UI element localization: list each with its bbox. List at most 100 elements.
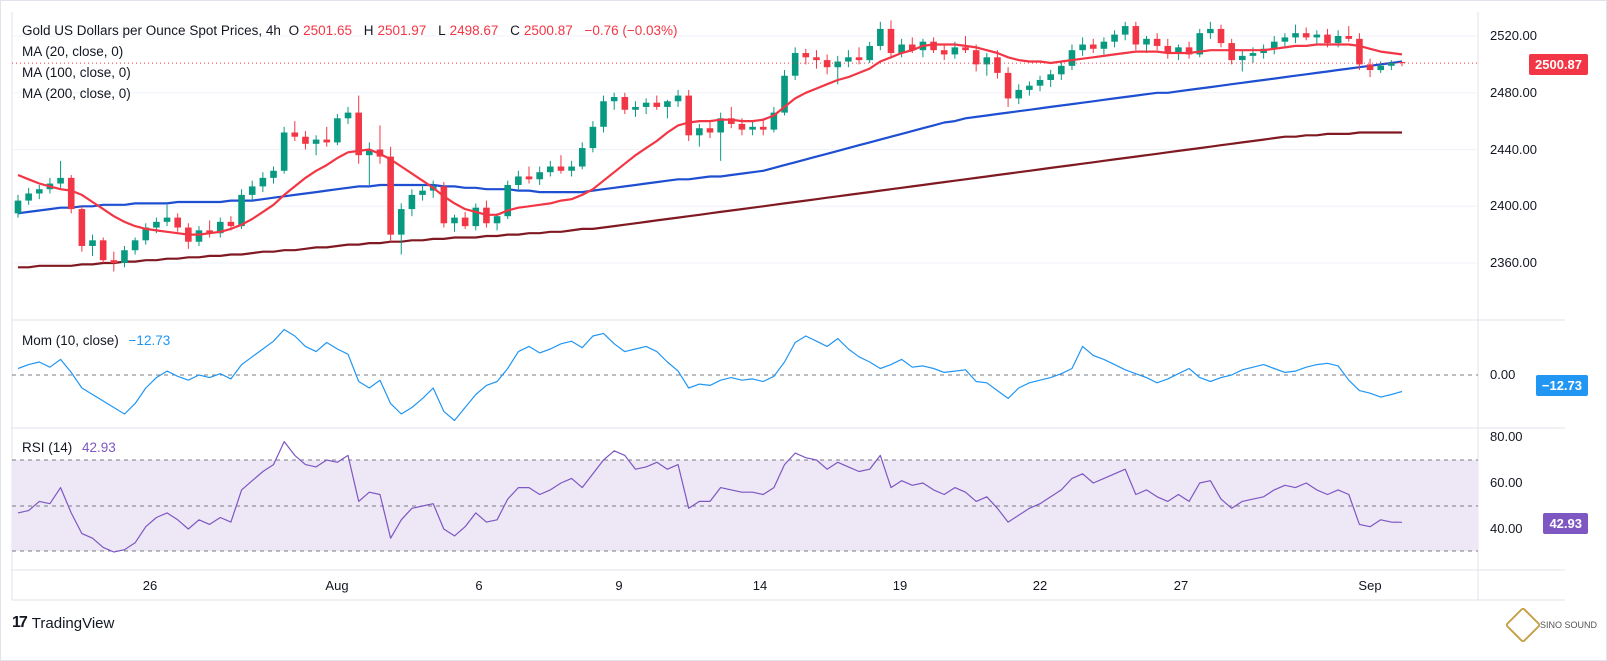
candle-up (791, 53, 799, 76)
candle-up (35, 189, 43, 194)
low-value: 2498.67 (449, 23, 499, 38)
rsi-value: 42.93 (82, 440, 116, 455)
rsi-line (17, 441, 1403, 553)
last-price-tag: 2500.87 (1529, 54, 1588, 75)
high-value: 2501.97 (377, 23, 427, 38)
ma200-line (18, 131, 1402, 269)
candle-up (121, 250, 128, 263)
candle-down (1153, 38, 1161, 46)
time-tick: 14 (752, 578, 768, 593)
time-tick: 6 (475, 578, 483, 593)
candle-down (206, 230, 213, 234)
candle-up (1047, 74, 1054, 80)
candle-down (994, 57, 1001, 73)
candle-down (706, 128, 714, 133)
symbol-title: Gold US Dollars per Ounce Spot Prices, 4… (22, 23, 281, 38)
candle-up (1239, 55, 1246, 61)
candle-up (1388, 62, 1395, 66)
watermark-text: SINO SOUND (1539, 620, 1597, 630)
candle-up (280, 132, 288, 171)
candle-down (1132, 26, 1140, 45)
candlestick-series (14, 20, 1406, 272)
price-tick: 2520.00 (1490, 28, 1537, 43)
candle-up (25, 193, 32, 201)
tradingview-logo-icon: 17 (12, 614, 28, 631)
close-value: 2500.87 (523, 23, 573, 38)
momentum-line (17, 328, 1403, 422)
candle-up (834, 61, 842, 68)
momentum-value-tag: −12.73 (1535, 375, 1588, 396)
candle-down (67, 177, 75, 210)
candle-down (813, 57, 820, 61)
candle-up (419, 190, 426, 195)
candle-up (642, 102, 650, 107)
ma20-legend[interactable]: MA (20, close, 0) (22, 44, 124, 59)
candle-down (227, 221, 235, 227)
candle-up (1334, 36, 1342, 44)
momentum-legend[interactable]: Mom (10, close) −12.73 (22, 333, 170, 348)
price-gridlines (12, 35, 1478, 264)
time-tick: 9 (615, 578, 623, 593)
candle-down (557, 166, 565, 171)
candle-up (589, 126, 597, 149)
ma100-line (17, 60, 1403, 215)
candle-up (674, 95, 682, 102)
candle-down (323, 139, 331, 143)
candle-up (898, 44, 905, 54)
candle-up (1281, 37, 1289, 42)
tradingview-brand[interactable]: 17 TradingView (12, 614, 114, 632)
time-tick: 19 (892, 578, 908, 593)
candle-down (1004, 72, 1012, 99)
candle-down (1324, 34, 1331, 44)
candle-up (408, 194, 416, 210)
symbol-legend: Gold US Dollars per Ounce Spot Prices, 4… (22, 23, 682, 38)
candle-up (131, 240, 139, 251)
candle-up (983, 57, 991, 65)
candle-up (397, 209, 405, 235)
momentum-value: −12.73 (128, 333, 171, 348)
ma200-legend[interactable]: MA (200, close, 0) (22, 86, 131, 101)
candle-up (1207, 28, 1214, 34)
ma100-legend[interactable]: MA (100, close, 0) (22, 65, 131, 80)
time-tick: Sep (1358, 578, 1382, 593)
price-tick: 2360.00 (1490, 255, 1537, 270)
candle-down (291, 132, 299, 137)
candle-up (334, 118, 341, 143)
ma200-layer (18, 131, 1402, 269)
candle-up (1249, 53, 1257, 56)
candle-up (951, 47, 959, 55)
candle-down (738, 123, 746, 130)
candle-up (1015, 89, 1023, 99)
candle-up (1175, 47, 1182, 54)
candle-up (1292, 33, 1299, 38)
candle-down (930, 41, 937, 51)
ma20-layer (17, 43, 1403, 236)
candle-up (515, 176, 522, 185)
rsi-legend[interactable]: RSI (14) 42.93 (22, 440, 116, 455)
candle-down (1302, 33, 1310, 38)
candle-down (1398, 62, 1406, 64)
candle-down (1185, 47, 1193, 55)
candle-up (1270, 41, 1278, 49)
candle-down (78, 209, 86, 246)
sino-sound-watermark: SINO SOUND (1504, 606, 1597, 644)
candle-up (770, 112, 778, 130)
candle-up (344, 112, 352, 119)
candle-up (195, 230, 203, 242)
candle-up (472, 207, 480, 227)
price-tick: 2400.00 (1490, 198, 1537, 213)
candle-up (1036, 79, 1044, 86)
candle-up (1377, 65, 1385, 71)
candle-up (1143, 38, 1150, 45)
time-tick: Aug (325, 578, 349, 593)
candle-down (1345, 36, 1353, 39)
candle-up (547, 166, 554, 173)
candle-up (57, 177, 64, 184)
candle-down (1217, 28, 1225, 44)
open-value: 2501.65 (303, 23, 352, 38)
candle-up (1100, 41, 1108, 49)
candle-up (89, 240, 96, 246)
rsi-band (12, 460, 1478, 551)
candle-up (578, 148, 586, 167)
